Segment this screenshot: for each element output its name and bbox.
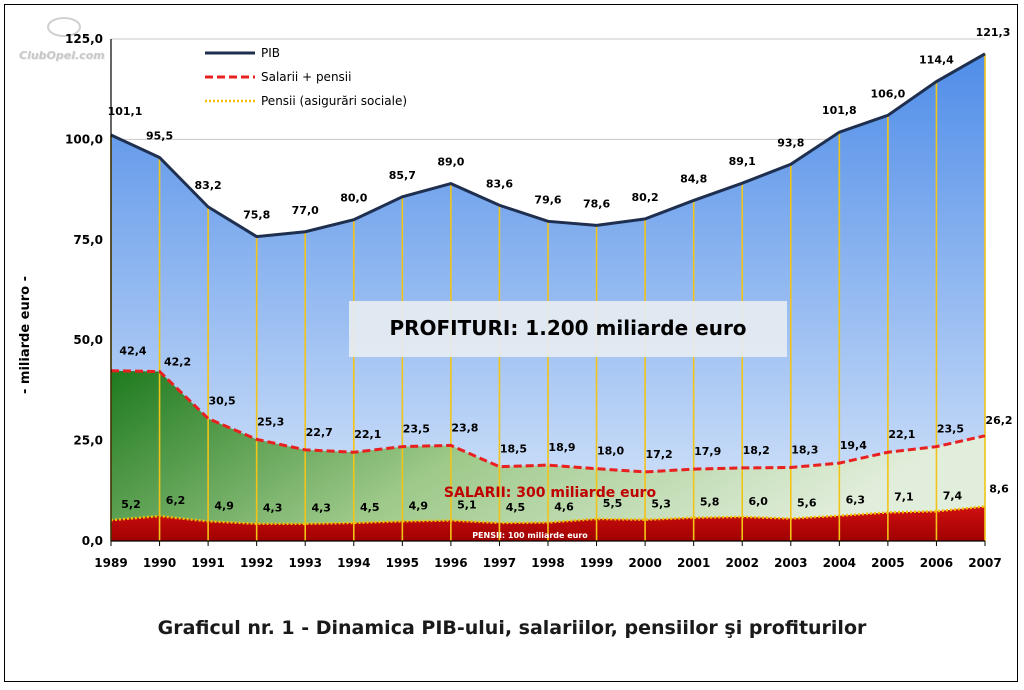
pensii-data-label: 4,3 [263,502,283,515]
pensii-annotation: PENSII: 100 miliarde euro [472,531,588,540]
profit-annotation-box [349,301,787,357]
x-tick-label: 2002 [726,556,759,570]
x-tick-label: 2006 [920,556,953,570]
x-tick-label: 1997 [483,556,516,570]
area-chart: 101,195,5 83,2 75,8 77,0 80,0 85,7 89,0 83,6 79,… [18,26,1013,570]
salarii-data-label: 23,5 [403,423,430,436]
pib-data-label: 83,2 [195,179,222,192]
pensii-data-label: 4,6 [554,501,574,514]
pib-data-label: 101,8 [822,104,857,117]
pib-data-label: 93,8 [777,136,804,149]
salarii-data-label: 23,8 [451,421,478,434]
pensii-data-label: 5,2 [121,498,141,511]
salarii-data-label: 18,5 [500,443,527,456]
salarii-line [110,369,986,474]
legend-label: PIB [261,46,280,60]
salarii-data-label: 23,5 [937,423,964,436]
pensii-data-label: 7,4 [943,489,963,502]
pib-data-label: 78,6 [583,197,610,210]
x-tick-label: 2003 [774,556,807,570]
y-tick-label: 125,0 [65,32,103,46]
salarii-data-label: 30,5 [209,395,236,408]
salarii-data-label: 22,1 [354,428,381,441]
x-tick-label: 1992 [240,556,273,570]
pensii-data-label: 4,5 [360,501,380,514]
watermark: ClubOpel.com [19,49,105,62]
pib-data-label: 121,3 [976,26,1011,39]
pensii-data-label: 5,1 [457,499,477,512]
pensii-data-label: 5,6 [797,497,817,510]
x-tick-label: 1990 [143,556,176,570]
pensii-data-label: 4,9 [214,499,234,512]
pib-data-label: 80,2 [632,191,659,204]
opel-logo-icon [47,17,81,37]
pensii-data-label: 6,2 [166,494,186,507]
pib-data-label: 85,7 [389,169,416,182]
salarii-data-label: 18,3 [791,444,818,457]
pensii-data-label: 5,5 [603,497,623,510]
x-tick-label: 1991 [191,556,224,570]
x-tick-label: 2000 [628,556,661,570]
pib-data-label: 89,0 [437,156,464,169]
salarii-data-label: 18,0 [597,445,624,458]
y-axis-label: - miliarde euro - [18,276,33,394]
x-tick-label: 2005 [871,556,904,570]
y-tick-label: 0,0 [82,534,103,548]
y-tick-label: 50,0 [73,333,103,347]
salarii-data-label: 42,4 [119,345,146,358]
salarii-data-label: 22,1 [888,428,915,441]
y-tick-label: 25,0 [73,434,103,448]
pib-data-label: 80,0 [340,192,367,205]
chart-title: Graficul nr. 1 - Dinamica PIB-ului, sala… [157,617,867,639]
y-tick-label: 100,0 [65,132,103,146]
pib-data-label: 101,1 [108,105,143,118]
pib-data-label: 84,8 [680,172,707,185]
x-tick-label: 1995 [386,556,419,570]
salarii-data-label: 22,7 [306,426,333,439]
x-tick-label: 2007 [968,556,1001,570]
x-tick-label: 1998 [531,556,564,570]
chart-frame: ClubOpel.com 101,1 95,5 83,2 75,8 77,0 80,0 85… [4,4,1018,682]
pensii-data-label: 6,3 [846,494,866,507]
pib-line [110,52,986,239]
salarii-data-label: 18,2 [743,444,770,457]
legend-label: Pensii (asigurări sociale) [261,94,407,108]
x-tick-label: 1999 [580,556,613,570]
x-tick-label: 2001 [677,556,710,570]
pib-data-label: 75,8 [243,209,270,222]
pib-data-label: 95,5 [146,129,173,142]
salarii-data-label: 17,2 [646,448,673,461]
pensii-data-label: 4,5 [506,501,526,514]
x-tick-label: 1993 [289,556,322,570]
pensii-data-label: 4,9 [409,499,429,512]
pensii-data-label: 7,1 [894,490,914,503]
pensii-data-label: 8,6 [989,482,1009,495]
pensii-data-label: 6,0 [748,495,768,508]
x-tick-label: 1989 [94,556,127,570]
salarii-data-label: 17,9 [694,445,721,458]
salarii-data-label: 25,3 [257,415,284,428]
salarii-data-label: 18,9 [548,441,575,454]
y-tick-label: 75,0 [73,233,103,247]
pib-data-label: 77,0 [292,204,319,217]
pib-data-label: 79,6 [534,193,561,206]
pib-data-label: 106,0 [870,87,905,100]
profit-annotation: PROFITURI: 1.200 miliarde euro [389,316,746,340]
x-tick-label: 2004 [823,556,856,570]
salarii-data-label: 19,4 [840,439,867,452]
pib-data-label: 114,4 [919,54,954,67]
salarii-data-label: 42,2 [164,356,191,369]
pensii-data-label: 5,8 [700,496,720,509]
pib-data-label: 89,1 [729,155,756,168]
pib-data-label: 83,6 [486,177,513,190]
x-tick-label: 1994 [337,556,370,570]
salarii-data-label: 26,2 [985,414,1012,427]
salarii-annotation: SALARII: 300 miliarde euro [444,485,657,501]
x-tick-label: 1996 [434,556,467,570]
salarii-area [111,370,985,541]
pensii-line [110,505,986,525]
legend-label: Salarii + pensii [261,70,351,84]
pensii-data-label: 5,3 [651,498,671,511]
pensii-data-label: 4,3 [311,502,331,515]
